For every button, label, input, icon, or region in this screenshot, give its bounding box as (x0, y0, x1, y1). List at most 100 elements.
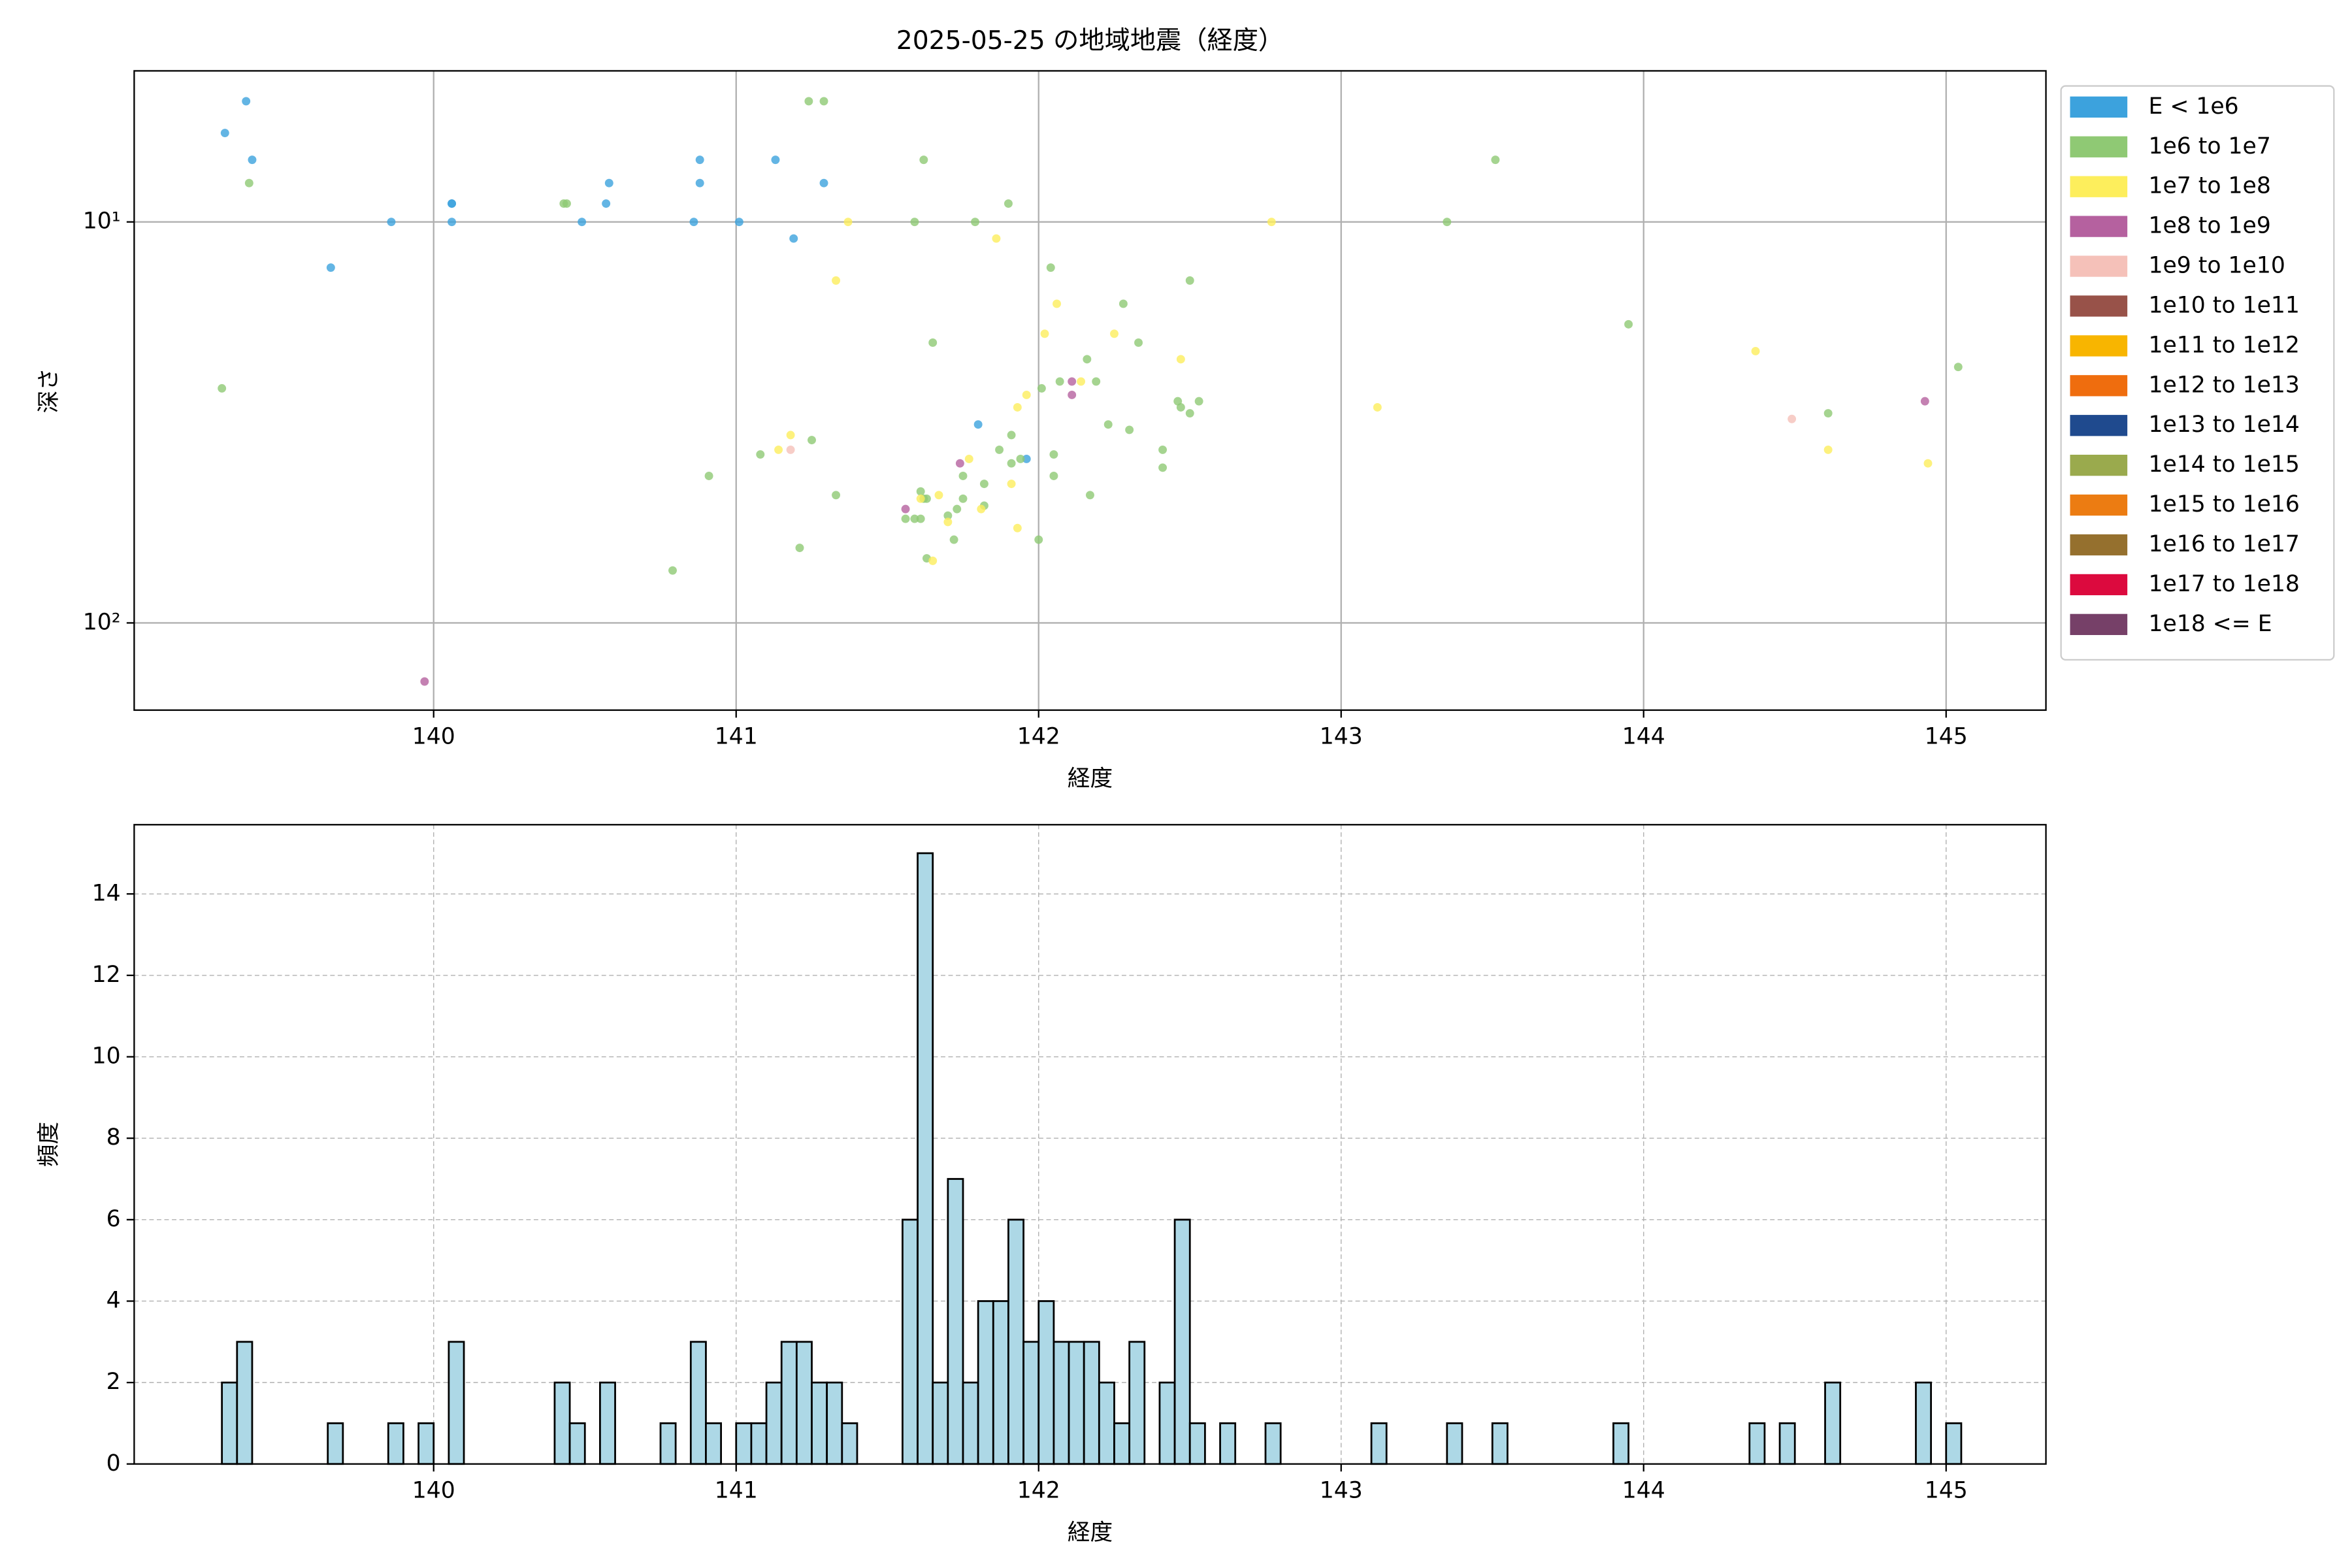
point (1077, 377, 1086, 386)
point (979, 480, 988, 489)
point (819, 97, 828, 106)
bar (448, 1341, 465, 1465)
point (604, 178, 613, 188)
bar (750, 1422, 768, 1465)
point (1103, 420, 1113, 429)
point (244, 178, 253, 188)
legend-label: 1e7 to 1e8 (2148, 173, 2270, 199)
point (808, 436, 816, 445)
x-tick-label: 140 (412, 723, 455, 749)
point (1040, 329, 1049, 338)
point (1022, 454, 1031, 463)
point (1007, 431, 1016, 440)
bar (387, 1422, 404, 1465)
point (958, 494, 968, 503)
bar (1370, 1422, 1388, 1465)
bar (1778, 1422, 1796, 1465)
point (1004, 199, 1013, 208)
point (1119, 299, 1128, 308)
legend-label: 1e11 to 1e12 (2148, 332, 2299, 358)
y-tick-label: 10¹ (83, 208, 121, 235)
bar (1113, 1422, 1131, 1465)
point (1267, 218, 1276, 227)
legend-label: 1e8 to 1e9 (2148, 213, 2270, 239)
x-tick-label: 141 (715, 723, 758, 749)
legend-swatch (2070, 216, 2128, 237)
legend-label: 1e17 to 1e18 (2148, 571, 2299, 597)
point (1055, 377, 1064, 386)
bar (1446, 1422, 1463, 1465)
point (704, 472, 713, 480)
y-axis-label: 深さ (36, 368, 62, 413)
x-tick-label: 143 (1320, 723, 1363, 749)
bar (221, 1381, 238, 1465)
point (1158, 445, 1168, 454)
point (819, 178, 828, 188)
bar (826, 1381, 843, 1465)
point (953, 504, 962, 514)
y-tick-label: 10 (92, 1043, 121, 1070)
point (1158, 463, 1168, 472)
point (1046, 263, 1055, 272)
point (977, 504, 986, 514)
bar (1098, 1381, 1115, 1465)
bar (1083, 1341, 1100, 1465)
point (1624, 319, 1633, 329)
bar (417, 1422, 435, 1465)
point (789, 234, 798, 243)
point (901, 504, 910, 514)
bar (568, 1422, 586, 1465)
point (943, 511, 953, 520)
point (1125, 425, 1134, 434)
point (1034, 535, 1043, 544)
point (689, 218, 698, 227)
bar (1007, 1218, 1024, 1465)
bar (735, 1422, 753, 1465)
point (832, 276, 841, 285)
y-tick-label: 8 (106, 1124, 121, 1151)
legend-swatch (2070, 534, 2128, 556)
legend-swatch (2070, 136, 2128, 157)
point (1007, 459, 1016, 468)
point (1068, 390, 1077, 399)
point (1823, 445, 1833, 454)
y-tick-label: 2 (106, 1369, 121, 1395)
y-axis-label: 頻度 (36, 1122, 62, 1167)
legend-swatch (2070, 96, 2128, 118)
bar (327, 1422, 344, 1465)
x-tick-label: 142 (1017, 723, 1060, 749)
bar (977, 1300, 994, 1465)
bar (795, 1341, 813, 1465)
legend-swatch (2070, 295, 2128, 317)
point (220, 129, 229, 137)
legend-label: 1e15 to 1e16 (2148, 491, 2299, 517)
point (695, 155, 704, 165)
legend-label: 1e9 to 1e10 (2148, 253, 2285, 279)
legend-label: 1e16 to 1e17 (2148, 531, 2299, 557)
x-tick-label: 142 (1017, 1477, 1060, 1503)
point (955, 459, 964, 468)
y-tick-label: 10² (83, 609, 121, 635)
point (756, 450, 765, 459)
bar (1022, 1341, 1040, 1465)
point (1953, 363, 1963, 372)
bar (1173, 1218, 1191, 1465)
bar (553, 1381, 571, 1465)
point (1092, 377, 1101, 386)
legend-swatch (2070, 415, 2128, 436)
point (1083, 355, 1092, 364)
point (1013, 523, 1022, 532)
legend-label: 1e6 to 1e7 (2148, 133, 2270, 159)
legend-swatch (2070, 335, 2128, 357)
point (448, 218, 456, 227)
point (916, 514, 925, 523)
plot-frame (133, 70, 2047, 711)
bar (932, 1381, 949, 1465)
point (1823, 409, 1833, 417)
point (1491, 155, 1500, 165)
legend-swatch (2070, 494, 2128, 516)
point (1022, 390, 1031, 399)
point (1923, 459, 1933, 468)
legend-label: 1e10 to 1e11 (2148, 292, 2299, 318)
